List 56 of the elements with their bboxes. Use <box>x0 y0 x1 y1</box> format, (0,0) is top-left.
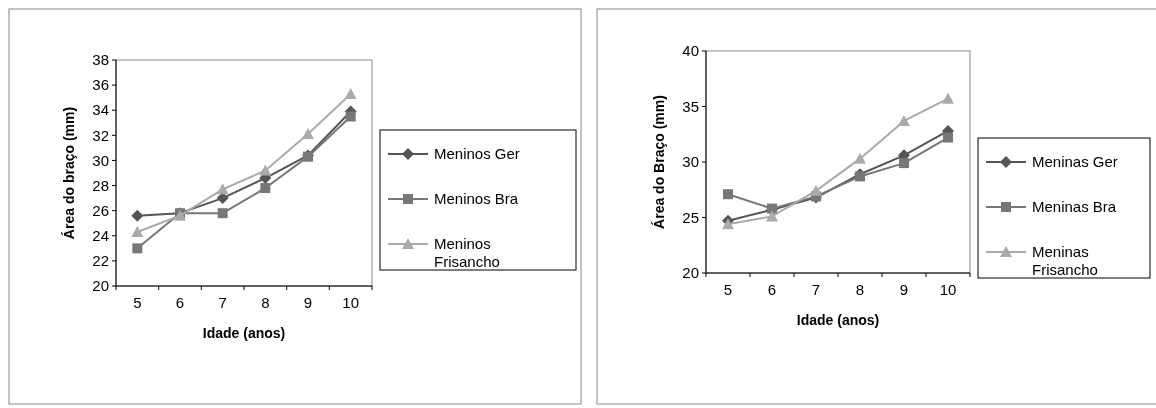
point <box>345 111 356 122</box>
x-tick-label: 7 <box>811 281 821 298</box>
y-tick-label: 34 <box>92 101 109 119</box>
x-tick-label: 10 <box>939 281 957 298</box>
point <box>131 209 144 222</box>
y-axis-title: Área do Braço (mm) <box>651 95 667 229</box>
point <box>723 189 733 200</box>
legend-label: Meninos Frisancho <box>434 235 500 270</box>
point <box>259 164 272 176</box>
point <box>722 218 734 230</box>
x-tick-label: 10 <box>342 294 360 311</box>
x-tick-label: 5 <box>723 281 733 298</box>
legend-label: Meninas Bra <box>1032 198 1117 216</box>
y-tick-label: 20 <box>92 277 109 295</box>
x-tick-label: 9 <box>303 294 313 311</box>
x-tick-label: 6 <box>767 281 777 298</box>
y-tick-label: 30 <box>92 151 109 169</box>
point <box>132 243 143 254</box>
x-axis-title: Idade (anos) <box>202 325 286 341</box>
point <box>216 183 229 195</box>
point <box>942 92 954 104</box>
x-tick-label: 7 <box>218 294 227 311</box>
x-tick-label: 9 <box>899 281 909 298</box>
x-tick-label: 6 <box>175 294 185 311</box>
y-tick-label: 32 <box>92 126 109 144</box>
y-tick-label: 28 <box>92 176 109 194</box>
x-tick-label: 8 <box>261 294 270 311</box>
y-tick-label: 22 <box>92 252 109 270</box>
point <box>260 183 271 194</box>
y-tick-label: 26 <box>92 201 109 219</box>
y-tick-label: 35 <box>682 97 699 115</box>
y-tick-label: 20 <box>682 264 699 282</box>
point <box>302 128 314 140</box>
y-tick-label: 30 <box>682 153 699 171</box>
y-tick-label: 25 <box>682 208 699 226</box>
legend-label: Meninos Ger <box>434 145 520 163</box>
point <box>943 132 953 143</box>
y-tick-label: 40 <box>682 42 699 60</box>
point <box>344 87 357 99</box>
legend-label: Meninas Ger <box>1032 153 1118 171</box>
point <box>217 208 228 219</box>
point <box>131 226 144 238</box>
legend-label: Meninos Bra <box>434 190 519 208</box>
point <box>899 158 909 169</box>
y-tick-label: 24 <box>92 227 109 245</box>
y-tick-label: 36 <box>92 76 109 94</box>
x-tick-label: 8 <box>855 281 865 298</box>
x-axis-title: Idade (anos) <box>796 312 880 328</box>
legend-label: Meninas Frisancho <box>1032 243 1098 278</box>
x-tick-label: 5 <box>133 294 142 311</box>
point <box>810 184 822 196</box>
y-axis-title: Área do braço (mm) <box>61 106 77 240</box>
y-tick-label: 38 <box>92 51 109 69</box>
point <box>766 210 778 222</box>
point <box>898 114 910 126</box>
point <box>854 152 866 164</box>
